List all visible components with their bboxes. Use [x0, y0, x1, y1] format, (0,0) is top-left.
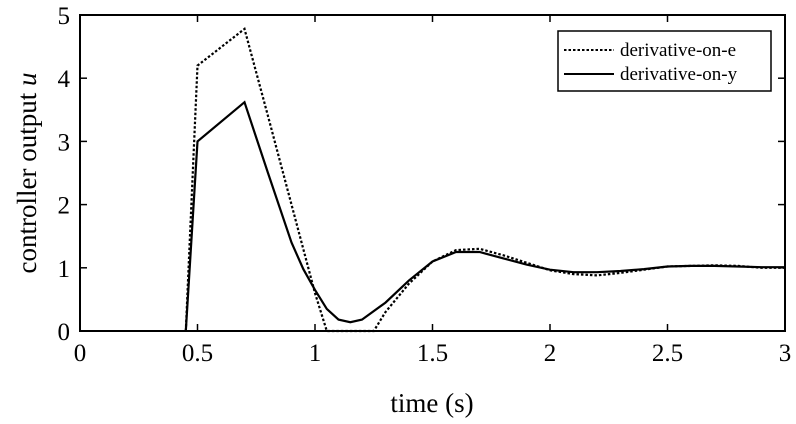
x-tick-label: 2.5: [652, 340, 683, 367]
x-tick-labels: 0 0.5 1 1.5 2 2.5 3: [74, 340, 792, 367]
y-tick-labels: 0 1 2 3 4 5: [58, 3, 71, 346]
x-tick-label: 0: [74, 340, 87, 367]
x-axis-title: time (s): [390, 388, 473, 418]
y-tick-label: 5: [58, 3, 71, 30]
legend-label-derivative-on-y: derivative-on-y: [620, 64, 738, 85]
axis-ticks: [79, 14, 786, 332]
x-tick-label: 1: [309, 340, 322, 367]
y-tick-label: 4: [58, 66, 71, 93]
y-tick-label: 3: [58, 129, 71, 156]
y-tick-label: 1: [58, 256, 71, 283]
x-tick-label: 2: [544, 340, 557, 367]
series-line-derivative-on-y: [184, 100, 785, 332]
plot-area: [184, 27, 785, 333]
y-axis-title: controller output u: [12, 73, 42, 274]
legend: derivative-on-e derivative-on-y: [557, 30, 772, 92]
x-tick-label: 0.5: [182, 340, 213, 367]
legend-box: [557, 30, 772, 92]
y-tick-label: 0: [58, 319, 71, 346]
y-tick-label: 2: [58, 193, 71, 220]
series-line-derivative-on-e: [184, 27, 785, 333]
x-tick-label: 3: [779, 340, 792, 367]
x-tick-label: 1.5: [417, 340, 448, 367]
legend-label-derivative-on-e: derivative-on-e: [620, 40, 736, 61]
